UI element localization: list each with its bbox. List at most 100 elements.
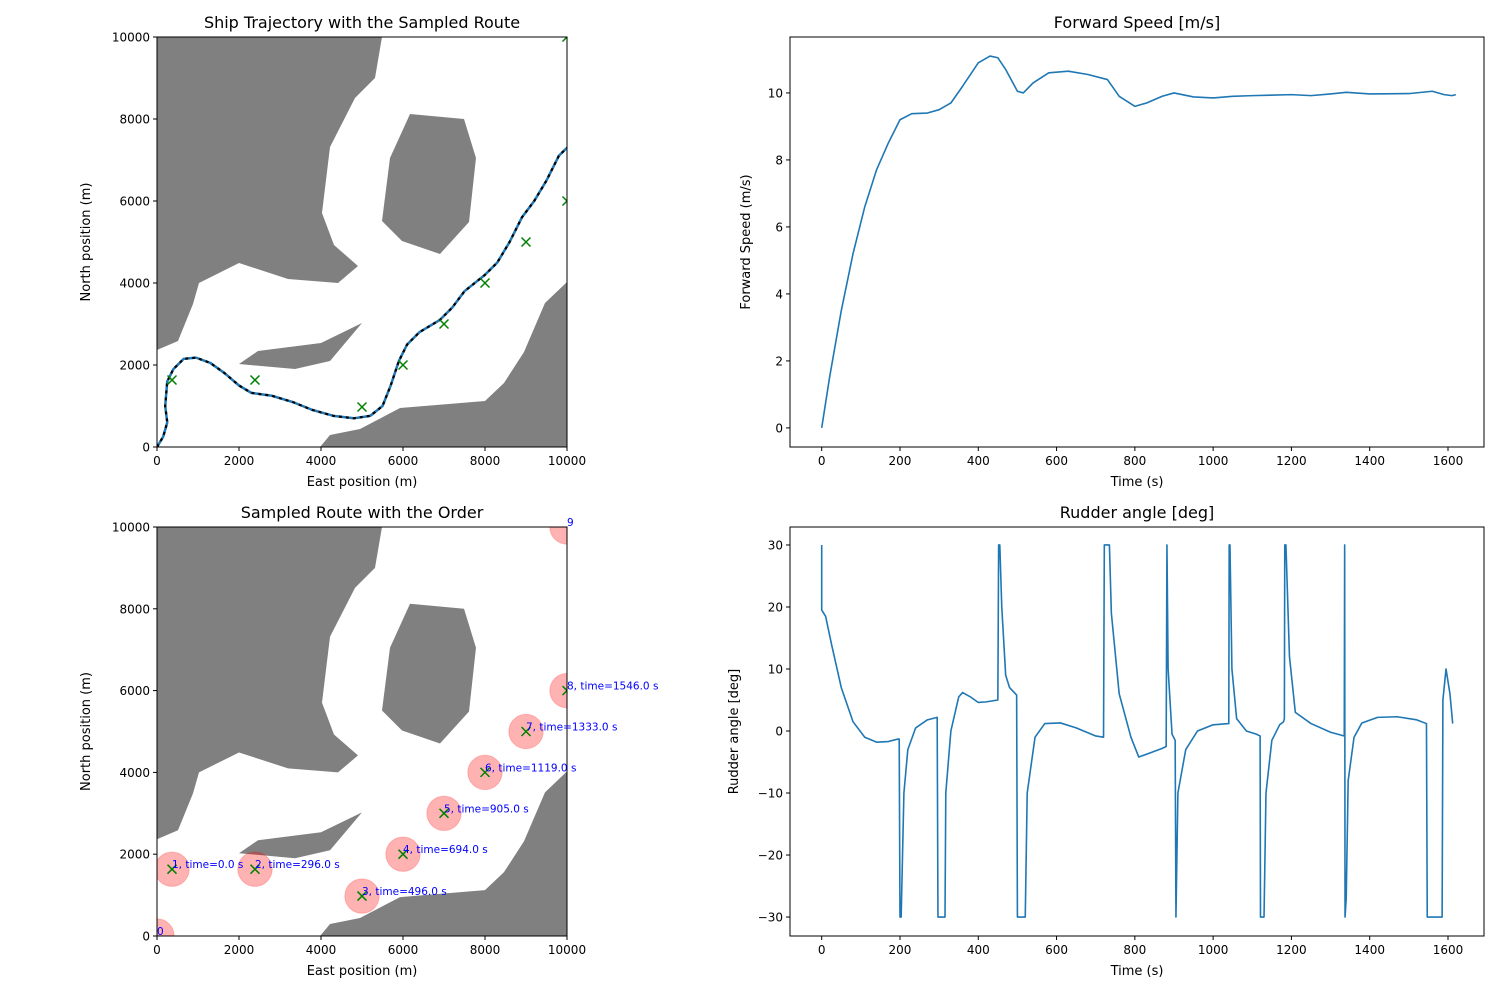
x-tick-label: 10000: [548, 454, 586, 468]
route-line: [157, 146, 567, 447]
x-tick-label: 1000: [1198, 943, 1229, 957]
obstacle: [157, 37, 383, 350]
chart-title: Rudder angle [deg]: [1060, 503, 1214, 522]
annotation: 0: [157, 926, 164, 938]
annotation: 8, time=1546.0 s: [567, 681, 658, 693]
chart-title: Ship Trajectory with the Sampled Route: [204, 13, 520, 32]
obstacle: [382, 603, 476, 744]
waypoint-marker: [561, 37, 567, 43]
y-tick-label: −10: [758, 787, 783, 801]
axes-frame: [789, 36, 1485, 448]
waypoint-circle: [549, 672, 567, 709]
x-tick-label: 200: [889, 454, 912, 468]
x-tick-label: 600: [1045, 943, 1068, 957]
x-axis-label: East position (m): [307, 475, 418, 490]
x-tick-label: 200: [889, 943, 912, 957]
x-tick-label: 800: [1123, 454, 1146, 468]
x-tick-label: 6000: [388, 943, 419, 957]
obstacle: [320, 282, 567, 447]
annotation: 5, time=905.0 s: [444, 803, 529, 815]
y-tick-label: 6000: [119, 684, 150, 698]
obstacle: [239, 323, 362, 370]
annotation: 2, time=296.0 s: [255, 859, 340, 871]
x-tick-label: 2000: [224, 943, 255, 957]
y-tick-label: 8: [775, 153, 783, 167]
y-tick-label: 4000: [119, 766, 150, 780]
y-axis-label: Forward Speed (m/s): [739, 174, 754, 309]
waypoint-circle: [157, 918, 175, 936]
series-line: [820, 544, 1454, 918]
y-tick-label: 0: [775, 725, 783, 739]
y-tick-label: 4000: [119, 277, 150, 291]
y-tick-label: 0: [142, 441, 150, 455]
x-tick-label: 1600: [1433, 454, 1464, 468]
waypoint-marker: [166, 864, 178, 875]
waypoint-marker: [397, 359, 409, 371]
x-tick-label: 0: [818, 454, 826, 468]
x-tick-label: 6000: [388, 454, 419, 468]
waypoint-marker: [561, 685, 567, 696]
obstacle: [320, 771, 567, 936]
waypoint-marker: [438, 318, 450, 330]
waypoint-marker: [249, 864, 261, 875]
y-tick-label: −30: [758, 911, 783, 925]
chart-title: Sampled Route with the Order: [241, 503, 484, 522]
x-tick-label: 600: [1045, 454, 1068, 468]
x-tick-label: 0: [818, 943, 826, 957]
y-tick-label: 10000: [112, 521, 150, 535]
y-tick-label: 2000: [119, 848, 150, 862]
x-tick-label: 1000: [1198, 454, 1229, 468]
annotation: 9: [567, 517, 574, 529]
y-tick-label: 0: [775, 421, 783, 435]
series-line: [820, 55, 1457, 429]
waypoint-marker: [249, 374, 261, 386]
x-tick-label: 1600: [1433, 943, 1464, 957]
x-axis-label: East position (m): [307, 964, 418, 979]
waypoint-marker: [479, 767, 491, 778]
x-tick-label: 4000: [306, 454, 337, 468]
x-axis-label: Time (s): [1110, 475, 1164, 490]
waypoint-marker: [397, 849, 409, 860]
x-axis-label: Time (s): [1110, 964, 1164, 979]
y-tick-label: 0: [142, 930, 150, 944]
x-tick-label: 1200: [1276, 943, 1307, 957]
y-tick-label: 20: [768, 600, 783, 614]
chart-title: Forward Speed [m/s]: [1054, 13, 1220, 32]
annotation: 3, time=496.0 s: [362, 886, 447, 898]
x-tick-label: 0: [153, 454, 161, 468]
annotation: 4, time=694.0 s: [403, 844, 488, 856]
axes-frame: [156, 36, 568, 448]
x-tick-label: 10000: [548, 943, 586, 957]
x-tick-label: 400: [967, 454, 990, 468]
y-tick-label: 4: [775, 287, 783, 301]
x-tick-label: 400: [967, 943, 990, 957]
x-tick-label: 1200: [1276, 454, 1307, 468]
obstacle: [382, 113, 476, 255]
waypoint-circle: [157, 851, 190, 887]
plot-area: [820, 544, 1454, 918]
axes-frame: [789, 526, 1485, 937]
annotation: 7, time=1333.0 s: [526, 722, 617, 734]
y-axis-label: North position (m): [79, 672, 94, 791]
waypoint-marker: [438, 808, 450, 819]
waypoint-marker: [479, 277, 491, 289]
y-axis-label: Rudder angle [deg]: [727, 669, 742, 795]
x-tick-label: 4000: [306, 943, 337, 957]
x-tick-label: 8000: [470, 454, 501, 468]
plot-area: [157, 37, 567, 447]
waypoint-marker: [356, 401, 368, 413]
y-tick-label: 8000: [119, 113, 150, 127]
y-tick-label: 10: [768, 86, 783, 100]
x-tick-label: 800: [1123, 943, 1146, 957]
y-tick-label: 6: [775, 220, 783, 234]
y-tick-label: 10: [768, 662, 783, 676]
waypoint-marker: [356, 891, 368, 902]
y-tick-label: 2: [775, 354, 783, 368]
waypoint-marker: [520, 236, 532, 248]
x-tick-label: 1400: [1354, 943, 1385, 957]
waypoint-marker: [561, 195, 567, 207]
x-tick-label: 0: [153, 943, 161, 957]
x-tick-label: 2000: [224, 454, 255, 468]
plot-area: [157, 527, 567, 936]
